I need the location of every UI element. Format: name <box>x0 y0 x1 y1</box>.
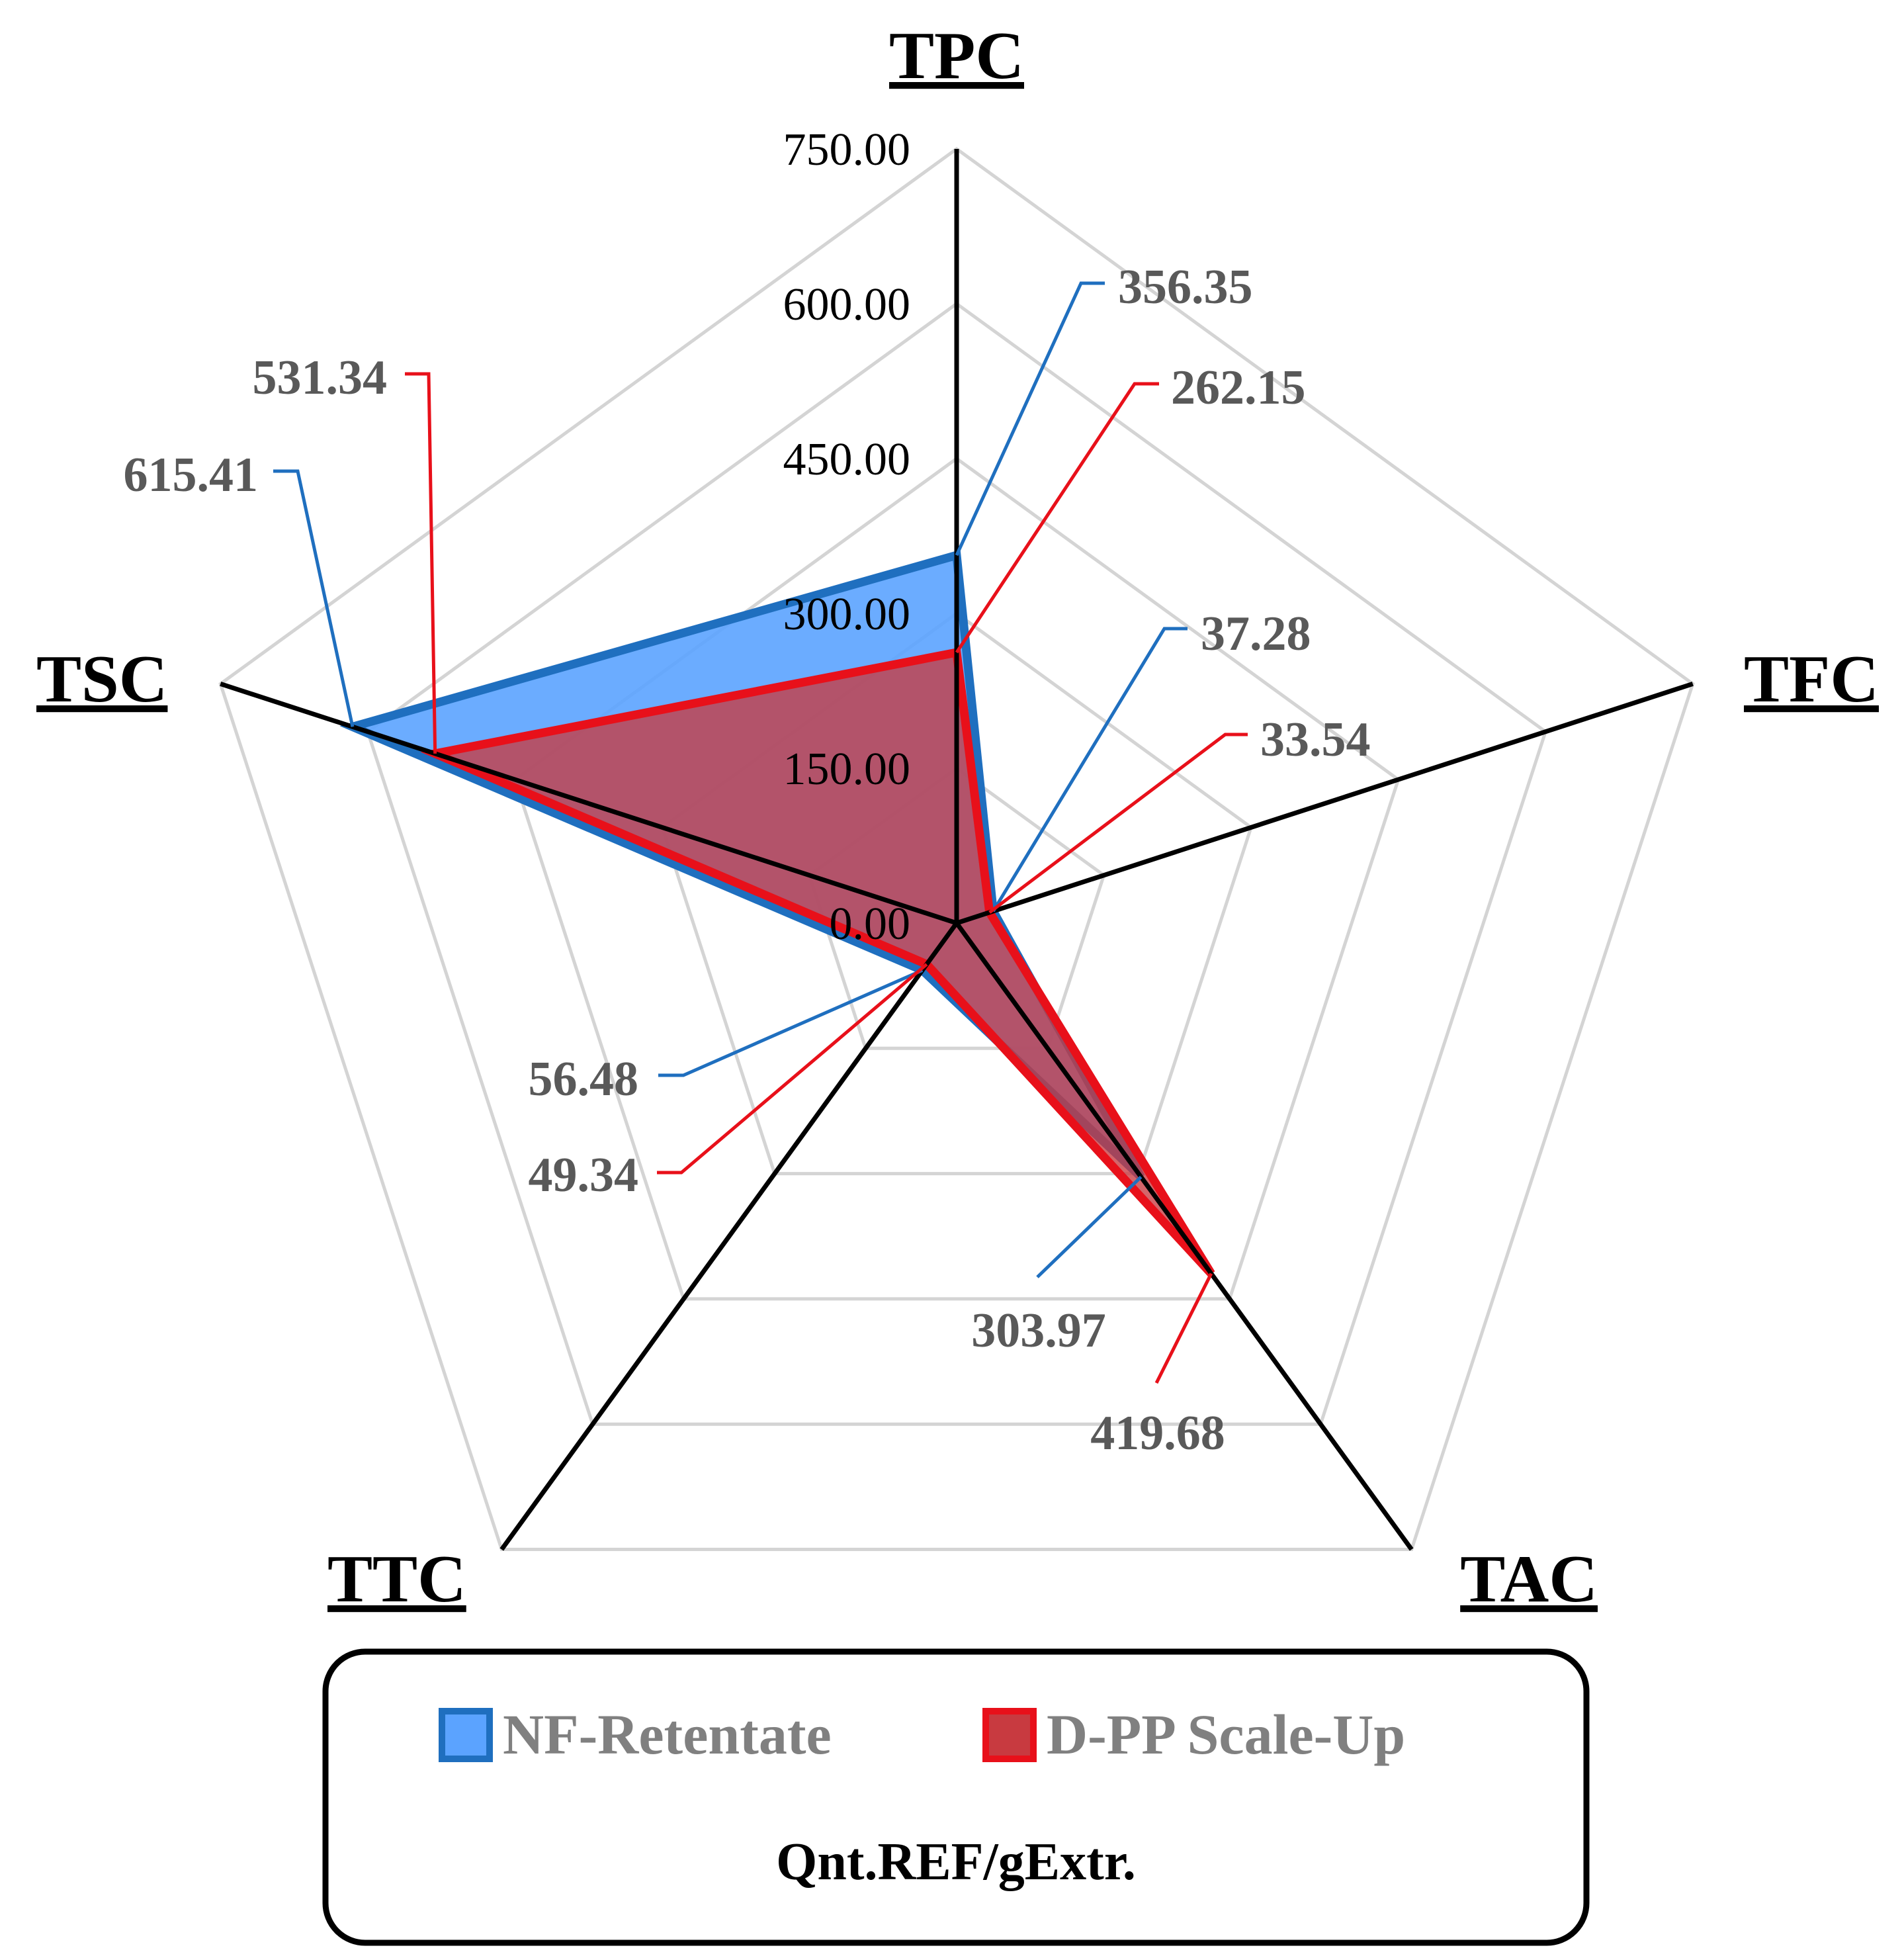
leader-line-d-pp-scale-up-tpc <box>955 382 1159 654</box>
legend-label-d-pp-scale-up: D-PP Scale-Up <box>1047 1703 1405 1766</box>
axis-title-tac: TAC <box>1460 1542 1598 1617</box>
axis-layer <box>220 149 1694 1551</box>
data-label-nf-retentate-tac: 303.97 <box>971 1304 1106 1358</box>
leader-line-nf-retentate-tac <box>1036 1175 1143 1278</box>
leader-line-nf-retentate-tfc <box>992 627 1188 913</box>
axis-title-tfc: TFC <box>1744 642 1879 717</box>
tick-label-0: 0.00 <box>830 899 911 950</box>
data-label-d-pp-scale-up-tac: 419.68 <box>1090 1406 1225 1460</box>
axis-titles: TPC TFC TAC TTC TSC <box>36 19 1879 1617</box>
axis-title-ttc: TTC <box>327 1542 466 1617</box>
axis-title-tsc: TSC <box>36 642 167 717</box>
grid-ring-4 <box>365 301 1548 1426</box>
leader-line-d-pp-scale-up-tsc <box>405 372 437 754</box>
legend-label-nf-retentate: NF-Retentate <box>503 1703 832 1766</box>
tick-labels: 0.00 150.00 300.00 450.00 600.00 750.00 <box>783 124 911 950</box>
tick-label-3: 450.00 <box>783 434 911 485</box>
tick-label-2: 300.00 <box>783 589 911 640</box>
unit-label: Qnt.REF/gExtr. <box>776 1833 1136 1891</box>
tick-label-4: 600.00 <box>783 279 911 330</box>
leader-line-nf-retentate-ttc <box>658 968 924 1077</box>
legend-swatch-d-pp-scale-up <box>982 1708 1037 1762</box>
leader-line-nf-retentate-tsc <box>273 469 355 727</box>
axis-title-tpc: TPC <box>889 19 1024 93</box>
axis-line-ttc <box>499 921 959 1551</box>
series-area-d-pp-scale-up <box>420 647 1215 1277</box>
data-label-nf-retentate-tsc: 615.41 <box>124 448 259 502</box>
data-label-d-pp-scale-up-tpc: 262.15 <box>1171 361 1306 415</box>
axis-line-tac <box>955 921 1414 1551</box>
leader-line-nf-retentate-tpc <box>955 281 1105 557</box>
data-label-d-pp-scale-up-tsc: 531.34 <box>253 351 388 405</box>
legend-swatch-nf-retentate <box>439 1708 493 1762</box>
data-label-nf-retentate-tfc: 37.28 <box>1201 607 1311 661</box>
data-label-nf-retentate-ttc: 56.48 <box>529 1052 639 1106</box>
leader-layer <box>273 281 1248 1384</box>
legend-frame <box>322 1648 1590 1946</box>
tick-label-1: 150.00 <box>783 744 911 795</box>
legend: NF-Retentate D-PP Scale-Up Qnt.REF/gExtr… <box>322 1648 1590 1946</box>
axis-line-tfc <box>955 682 1694 926</box>
leader-line-d-pp-scale-up-tfc <box>988 733 1248 914</box>
series-layer <box>339 549 1215 1277</box>
data-labels: 356.35 37.28 303.97 56.48 615.41 262.15 33.54 4… <box>124 260 1371 1460</box>
leader-line-d-pp-scale-up-ttc <box>657 963 928 1175</box>
tick-label-5: 750.00 <box>783 124 911 175</box>
data-label-d-pp-scale-up-ttc: 49.34 <box>529 1148 639 1202</box>
axis-line-tsc <box>220 682 958 926</box>
data-label-nf-retentate-tpc: 356.35 <box>1118 260 1253 314</box>
data-label-d-pp-scale-up-tfc: 33.54 <box>1260 713 1371 767</box>
grid-layer <box>218 146 1695 1552</box>
leader-line-d-pp-scale-up-tac <box>1154 1272 1213 1384</box>
grid-ring-5 <box>218 146 1695 1552</box>
